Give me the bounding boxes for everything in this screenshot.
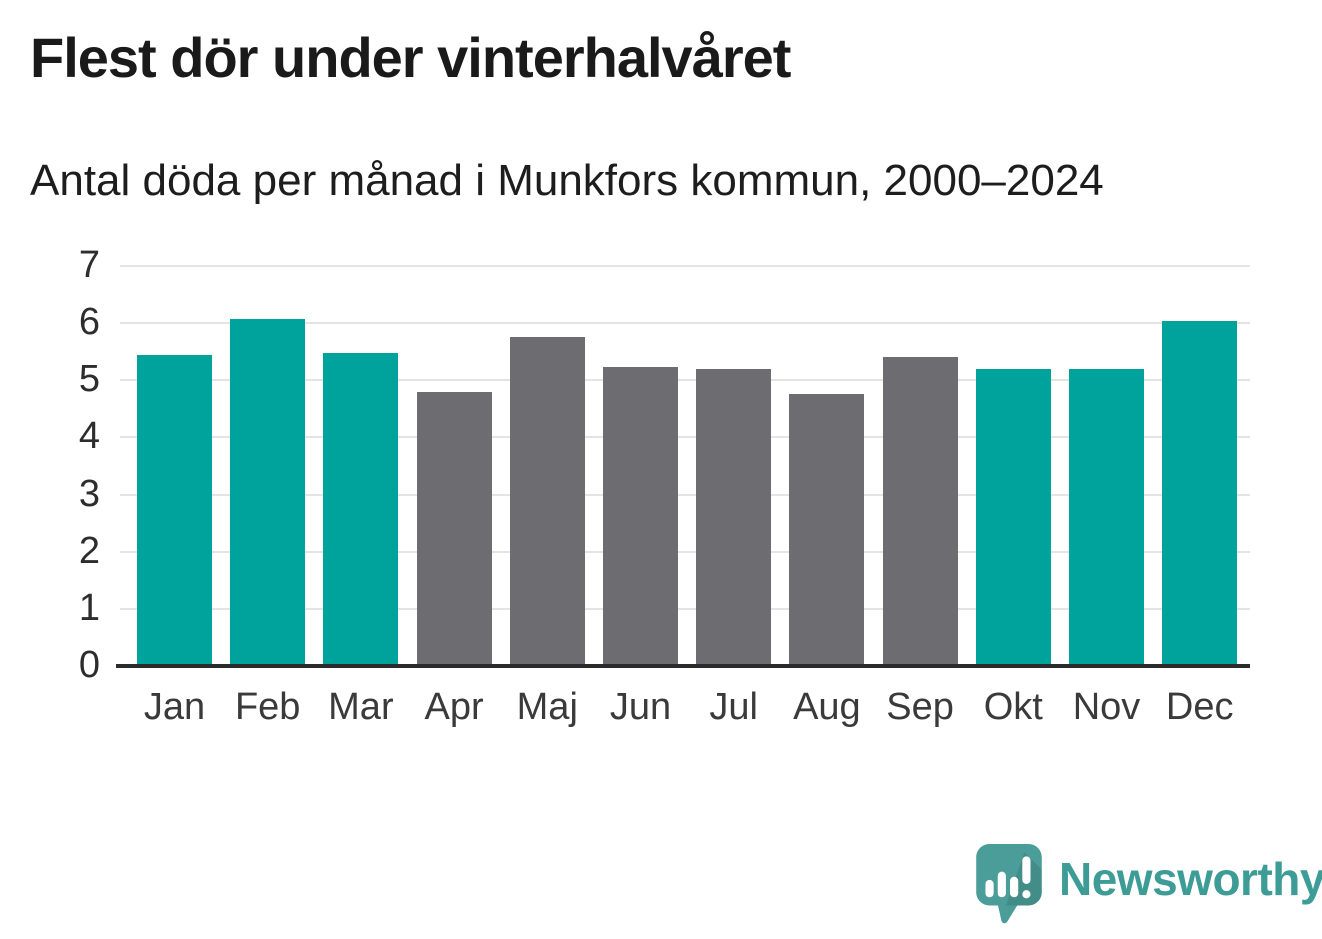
x-axis-line: [116, 664, 1250, 668]
x-axis-label-mar: Mar: [328, 686, 394, 728]
x-axis-label-jan: Jan: [143, 686, 206, 728]
gridline-y-5: [120, 379, 1250, 382]
gridline-y-4: [120, 436, 1250, 439]
x-axis-label-feb: Feb: [234, 686, 301, 728]
bar-feb: [230, 318, 306, 666]
x-axis-label-dec: Dec: [1165, 686, 1234, 728]
gridline-y-1: [120, 607, 1250, 610]
y-tick-label-2: 2: [78, 529, 100, 572]
y-tick-label-3: 3: [78, 472, 100, 515]
bar-dec: [1162, 320, 1238, 666]
bar-apr: [416, 391, 492, 666]
x-axis-label-apr: Apr: [424, 686, 484, 728]
bar-jan: [137, 355, 212, 666]
y-tick-label-6: 6: [78, 301, 100, 344]
gridline-y-3: [120, 493, 1250, 496]
x-axis-label-sep: Sep: [886, 686, 954, 728]
x-axis-label-jun: Jun: [609, 686, 672, 728]
x-axis-label-nov: Nov: [1072, 686, 1141, 728]
bar-jun: [603, 366, 678, 666]
y-tick-label-7: 7: [78, 244, 100, 287]
bar-aug: [789, 394, 865, 666]
x-axis-label-okt: Okt: [983, 686, 1043, 728]
chart-subtitle: Antal döda per månad i Munkfors kommun, …: [30, 156, 1104, 205]
logo-bar-chart-glyphs: [985, 856, 1031, 899]
gridline-y-7: [120, 265, 1250, 267]
bar-okt: [975, 368, 1051, 666]
x-axis-label-maj: Maj: [516, 686, 578, 728]
bar-jul: [696, 368, 772, 666]
brand-name: Newsworthy: [1059, 853, 1322, 905]
bar-nov: [1069, 368, 1144, 666]
x-axis-label-aug: Aug: [793, 686, 861, 728]
plot-area: 0 1 2 3 4 5 6 7 Jan Feb Mar Apr Maj Jun Jul Aug Sep Okt N…: [79, 246, 1250, 728]
brand-footer: Newsworthy: [975, 840, 1322, 930]
chart-title: Flest dör under vinterhalvåret: [30, 26, 791, 89]
bar-maj: [509, 336, 585, 666]
y-tick-label-4: 4: [78, 415, 100, 458]
bar-sep: [882, 357, 958, 666]
newsworthy-logo-icon: [976, 844, 1042, 924]
bar-mar: [323, 352, 399, 666]
gridline-y-2: [120, 550, 1250, 553]
y-tick-label-5: 5: [78, 358, 100, 401]
y-tick-label-0: 0: [78, 644, 100, 687]
gridline-y-6: [120, 322, 1250, 325]
y-tick-label-1: 1: [78, 587, 100, 630]
x-axis-label-jul: Jul: [709, 686, 758, 728]
